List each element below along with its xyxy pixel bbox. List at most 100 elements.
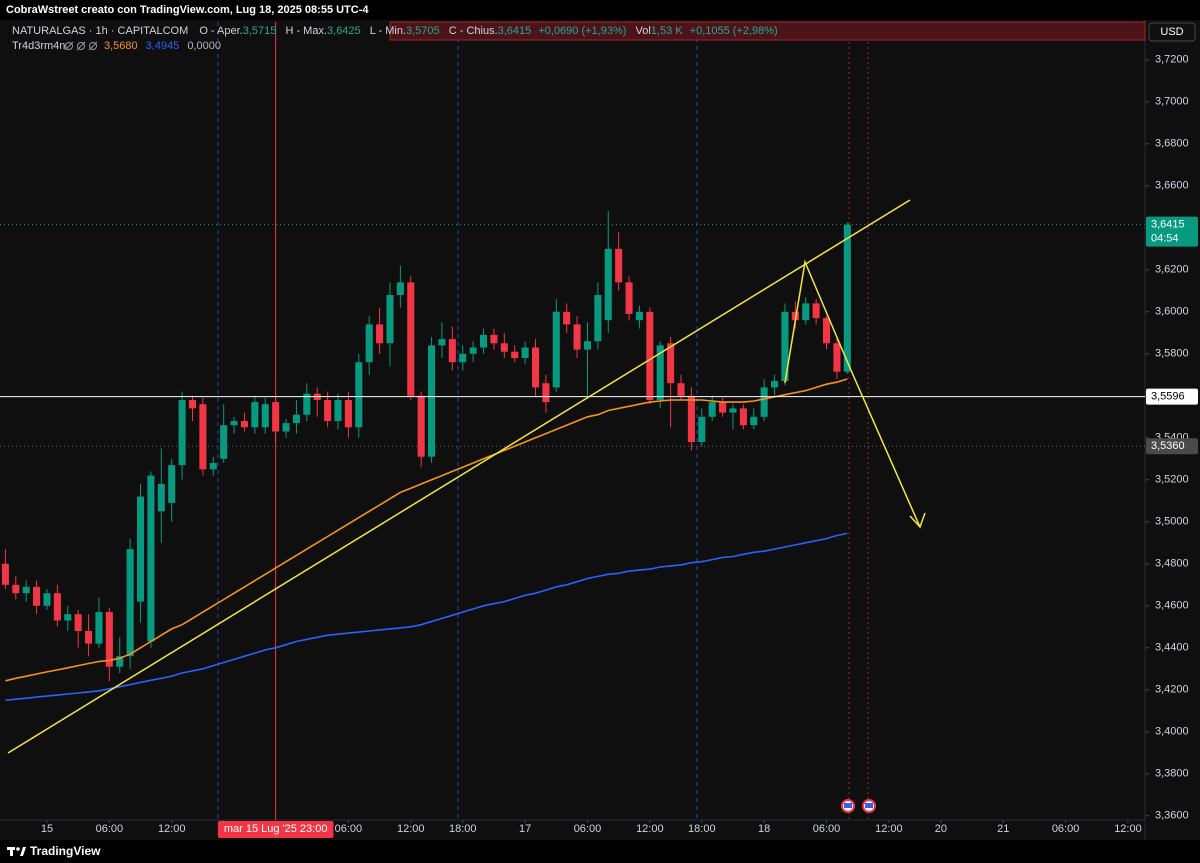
- indicator-name: Tr4d3rm4n: [12, 40, 65, 52]
- candle-body: [344, 400, 352, 428]
- event-lines: [848, 22, 869, 820]
- candle-body: [531, 347, 540, 388]
- candle-body: [292, 414, 300, 424]
- legend-highlight: [389, 21, 1146, 41]
- candle-body: [771, 381, 779, 388]
- candle-body: [583, 341, 592, 350]
- x-tick-label: 18:00: [688, 823, 716, 835]
- ohlc-value: 3,5705: [406, 25, 440, 37]
- ohlc-label: O - Aper.: [199, 25, 242, 37]
- candle-body: [656, 345, 664, 400]
- candle-body: [708, 402, 716, 417]
- candle-body: [376, 324, 384, 344]
- candle-body: [168, 465, 176, 503]
- crosshair-label: mar 15 Lug '25 23:00: [224, 823, 328, 835]
- candle-body: [188, 400, 197, 409]
- price-label-box: [1146, 216, 1198, 247]
- candle-body: [272, 402, 280, 432]
- y-tick-label: 3,6000: [1155, 306, 1189, 318]
- candle-body: [230, 421, 238, 426]
- crosshair-label-box: [217, 821, 334, 838]
- x-tick-label: 06:00: [1052, 823, 1080, 835]
- change: +0,0690 (+1,93%): [538, 25, 626, 37]
- candle-body: [635, 311, 643, 321]
- candle-body: [542, 383, 550, 403]
- candle-body: [12, 584, 20, 594]
- candle-body: [500, 343, 508, 352]
- candle-body: [209, 463, 217, 470]
- candle-body: [687, 395, 695, 442]
- candle-body: [438, 339, 446, 346]
- candle-body: [677, 383, 685, 396]
- ohlc-label: L - Min.: [370, 25, 406, 37]
- candle-body: [147, 475, 155, 642]
- currency: USD: [1160, 26, 1183, 38]
- candle-body: [833, 343, 841, 372]
- candle-body: [324, 400, 332, 421]
- price-label-box: [1146, 438, 1198, 455]
- candle-body: [739, 408, 747, 426]
- candle-body: [365, 324, 373, 363]
- candle-body: [178, 400, 186, 466]
- candle-body: [781, 311, 789, 382]
- drawings: [7, 199, 926, 754]
- candle-body: [521, 347, 529, 358]
- y-tick-label: 3,4600: [1155, 600, 1189, 612]
- candle-body: [594, 295, 602, 342]
- candle-body: [479, 334, 488, 348]
- indicator-value: 0,0000: [187, 40, 221, 52]
- candle-body: [303, 393, 311, 415]
- volume: 1,53 K: [651, 25, 683, 37]
- candle-body: [33, 586, 41, 606]
- candle-body: [719, 402, 727, 413]
- candle-body: [334, 400, 342, 421]
- trend-line[interactable]: [7, 199, 911, 754]
- candle-body: [85, 631, 93, 644]
- candle-body: [396, 282, 404, 295]
- x-tick-label: 06:00: [335, 823, 363, 835]
- event-flags[interactable]: [841, 799, 876, 813]
- candle-body: [604, 248, 612, 321]
- candle-body: [646, 311, 654, 400]
- y-tick-label: 3,5000: [1155, 516, 1189, 528]
- arrow-head: [909, 512, 926, 529]
- candle-body: [760, 387, 768, 417]
- x-tick-label: 17: [519, 823, 531, 835]
- arrow-path[interactable]: [784, 259, 921, 528]
- indicator-icons[interactable]: [64, 41, 98, 51]
- candle-body: [53, 593, 61, 621]
- axes: 3,3600 3,3800 3,4000 3,4200 3,4400 3,4600 3,48…: [41, 54, 1198, 838]
- candle-body: [563, 311, 571, 325]
- y-tick-label: 3,4000: [1155, 726, 1189, 738]
- price-label: 3,6415: [1151, 219, 1185, 231]
- candle-body: [74, 614, 82, 631]
- candle-body: [261, 404, 269, 428]
- indicator-values: 3,5680 3,4945 0,0000: [104, 40, 221, 52]
- y-tick-label: 3,3600: [1155, 810, 1189, 822]
- price-label-box: [1146, 388, 1198, 405]
- x-tick-label: 12:00: [1114, 823, 1142, 835]
- ohlc-value: 3,6425: [327, 25, 361, 37]
- brand-logo: [7, 847, 26, 856]
- candle-body: [511, 351, 519, 358]
- x-tick-label: 12:00: [397, 823, 425, 835]
- candle-body: [459, 353, 467, 363]
- candle-body: [157, 484, 165, 512]
- candle-body: [355, 362, 363, 428]
- candle-body: [22, 586, 30, 594]
- x-tick-label: 06:00: [96, 823, 124, 835]
- indicator-line: [5, 378, 848, 682]
- candle-body: [95, 612, 103, 644]
- y-tick-label: 3,3800: [1155, 768, 1189, 780]
- credit: CobraWstreet creato con TradingView.com,…: [6, 4, 369, 16]
- y-tick-label: 3,7000: [1155, 96, 1189, 108]
- candle-body: [126, 549, 134, 657]
- x-tick-label: 06:00: [813, 823, 841, 835]
- candle-body: [729, 408, 737, 413]
- volume-change: +0,1055 (+2,98%): [690, 25, 778, 37]
- currency-box[interactable]: [1148, 22, 1196, 42]
- candle-body: [116, 656, 124, 667]
- y-tick-label: 3,7200: [1155, 54, 1189, 66]
- candle-body: [812, 303, 820, 319]
